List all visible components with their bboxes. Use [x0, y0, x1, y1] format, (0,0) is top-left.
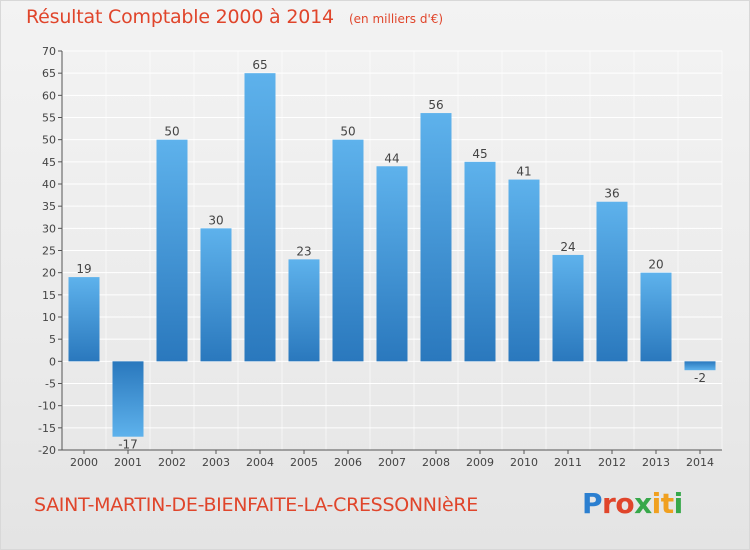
y-tick-label: 35 [42, 200, 56, 213]
bar-2002 [156, 139, 188, 362]
value-label-2009: 45 [472, 147, 487, 161]
bar-layer [68, 73, 716, 437]
x-tick-label-2010: 2010 [510, 456, 538, 469]
y-tick-label: -10 [38, 400, 56, 413]
bar-2003 [200, 228, 232, 362]
y-tick-label: -5 [45, 378, 56, 391]
commune-name: SAINT-MARTIN-DE-BIENFAITE-LA-CRESSONNIèR… [34, 494, 478, 516]
y-tick-label: 25 [42, 245, 56, 258]
bar-2000 [68, 277, 100, 362]
value-label-2008: 56 [428, 98, 443, 112]
value-label-2000: 19 [76, 262, 91, 276]
value-label-2002: 50 [164, 125, 179, 139]
x-tick-label-2014: 2014 [686, 456, 714, 469]
label-layer: 19 -17 50 30 65 23 50 44 56 45 41 24 36 20 -2 [76, 58, 706, 452]
y-tick-label: 15 [42, 289, 56, 302]
bar-2007 [376, 166, 408, 362]
value-label-2010: 41 [516, 165, 531, 179]
axis-layer: -20 -15 -10 -5 0 5 10 15 20 25 30 35 40 45 50 55 60 65 70 2… [38, 45, 722, 469]
chart-title: Résultat Comptable 2000 à 2014 (en milli… [26, 6, 443, 28]
value-label-2006: 50 [340, 125, 355, 139]
x-tick-label-2004: 2004 [246, 456, 274, 469]
value-label-2001: -17 [118, 438, 138, 452]
title-unit: (en milliers d'€) [348, 12, 444, 26]
x-tick-label-2009: 2009 [466, 456, 494, 469]
x-tick-label-2002: 2002 [158, 456, 186, 469]
bar-2013 [640, 272, 672, 362]
value-label-2012: 36 [604, 187, 619, 201]
bar-2012 [596, 201, 628, 362]
y-tick-label: 55 [42, 112, 56, 125]
bar-2010 [508, 179, 540, 362]
bar-2006 [332, 139, 364, 362]
value-label-2013: 20 [648, 258, 663, 272]
y-tick-label: -20 [38, 444, 56, 457]
x-tick-label-2007: 2007 [378, 456, 406, 469]
y-tick-label: 20 [42, 267, 56, 280]
bar-2014 [684, 361, 716, 371]
title-main: Résultat Comptable 2000 à 2014 [26, 6, 334, 28]
x-tick-label-2011: 2011 [554, 456, 582, 469]
value-label-2007: 44 [384, 151, 399, 165]
y-tick-label: 40 [42, 178, 56, 191]
y-tick-label: 70 [42, 45, 56, 58]
y-tick-label: -15 [38, 422, 56, 435]
x-tick-label-2003: 2003 [202, 456, 230, 469]
value-label-2004: 65 [252, 58, 267, 72]
value-label-2011: 24 [560, 240, 575, 254]
value-label-2005: 23 [296, 244, 311, 258]
y-tick-label: 30 [42, 222, 56, 235]
x-tick-label-2013: 2013 [642, 456, 670, 469]
bar-2008 [420, 113, 452, 362]
x-tick-label-2008: 2008 [422, 456, 450, 469]
value-label-2014: -2 [694, 371, 706, 385]
y-tick-label: 60 [42, 89, 56, 102]
x-tick-label-2005: 2005 [290, 456, 318, 469]
bar-2009 [464, 161, 496, 362]
x-tick-label-2012: 2012 [598, 456, 626, 469]
y-tick-label: 5 [49, 333, 56, 346]
value-label-2003: 30 [208, 213, 223, 227]
bar-2004 [244, 73, 276, 362]
proxiti-logo: Proxiti [582, 487, 683, 520]
x-tick-label-2006: 2006 [334, 456, 362, 469]
y-tick-label: 0 [49, 355, 56, 368]
y-tick-label: 50 [42, 134, 56, 147]
y-tick-label: 45 [42, 156, 56, 169]
x-tick-label-2001: 2001 [114, 456, 142, 469]
y-tick-label: 65 [42, 67, 56, 80]
x-tick-label-2000: 2000 [70, 456, 98, 469]
bar-2005 [288, 259, 320, 362]
y-tick-label: 10 [42, 311, 56, 324]
bar-2011 [552, 254, 584, 362]
bar-2001 [112, 361, 144, 437]
